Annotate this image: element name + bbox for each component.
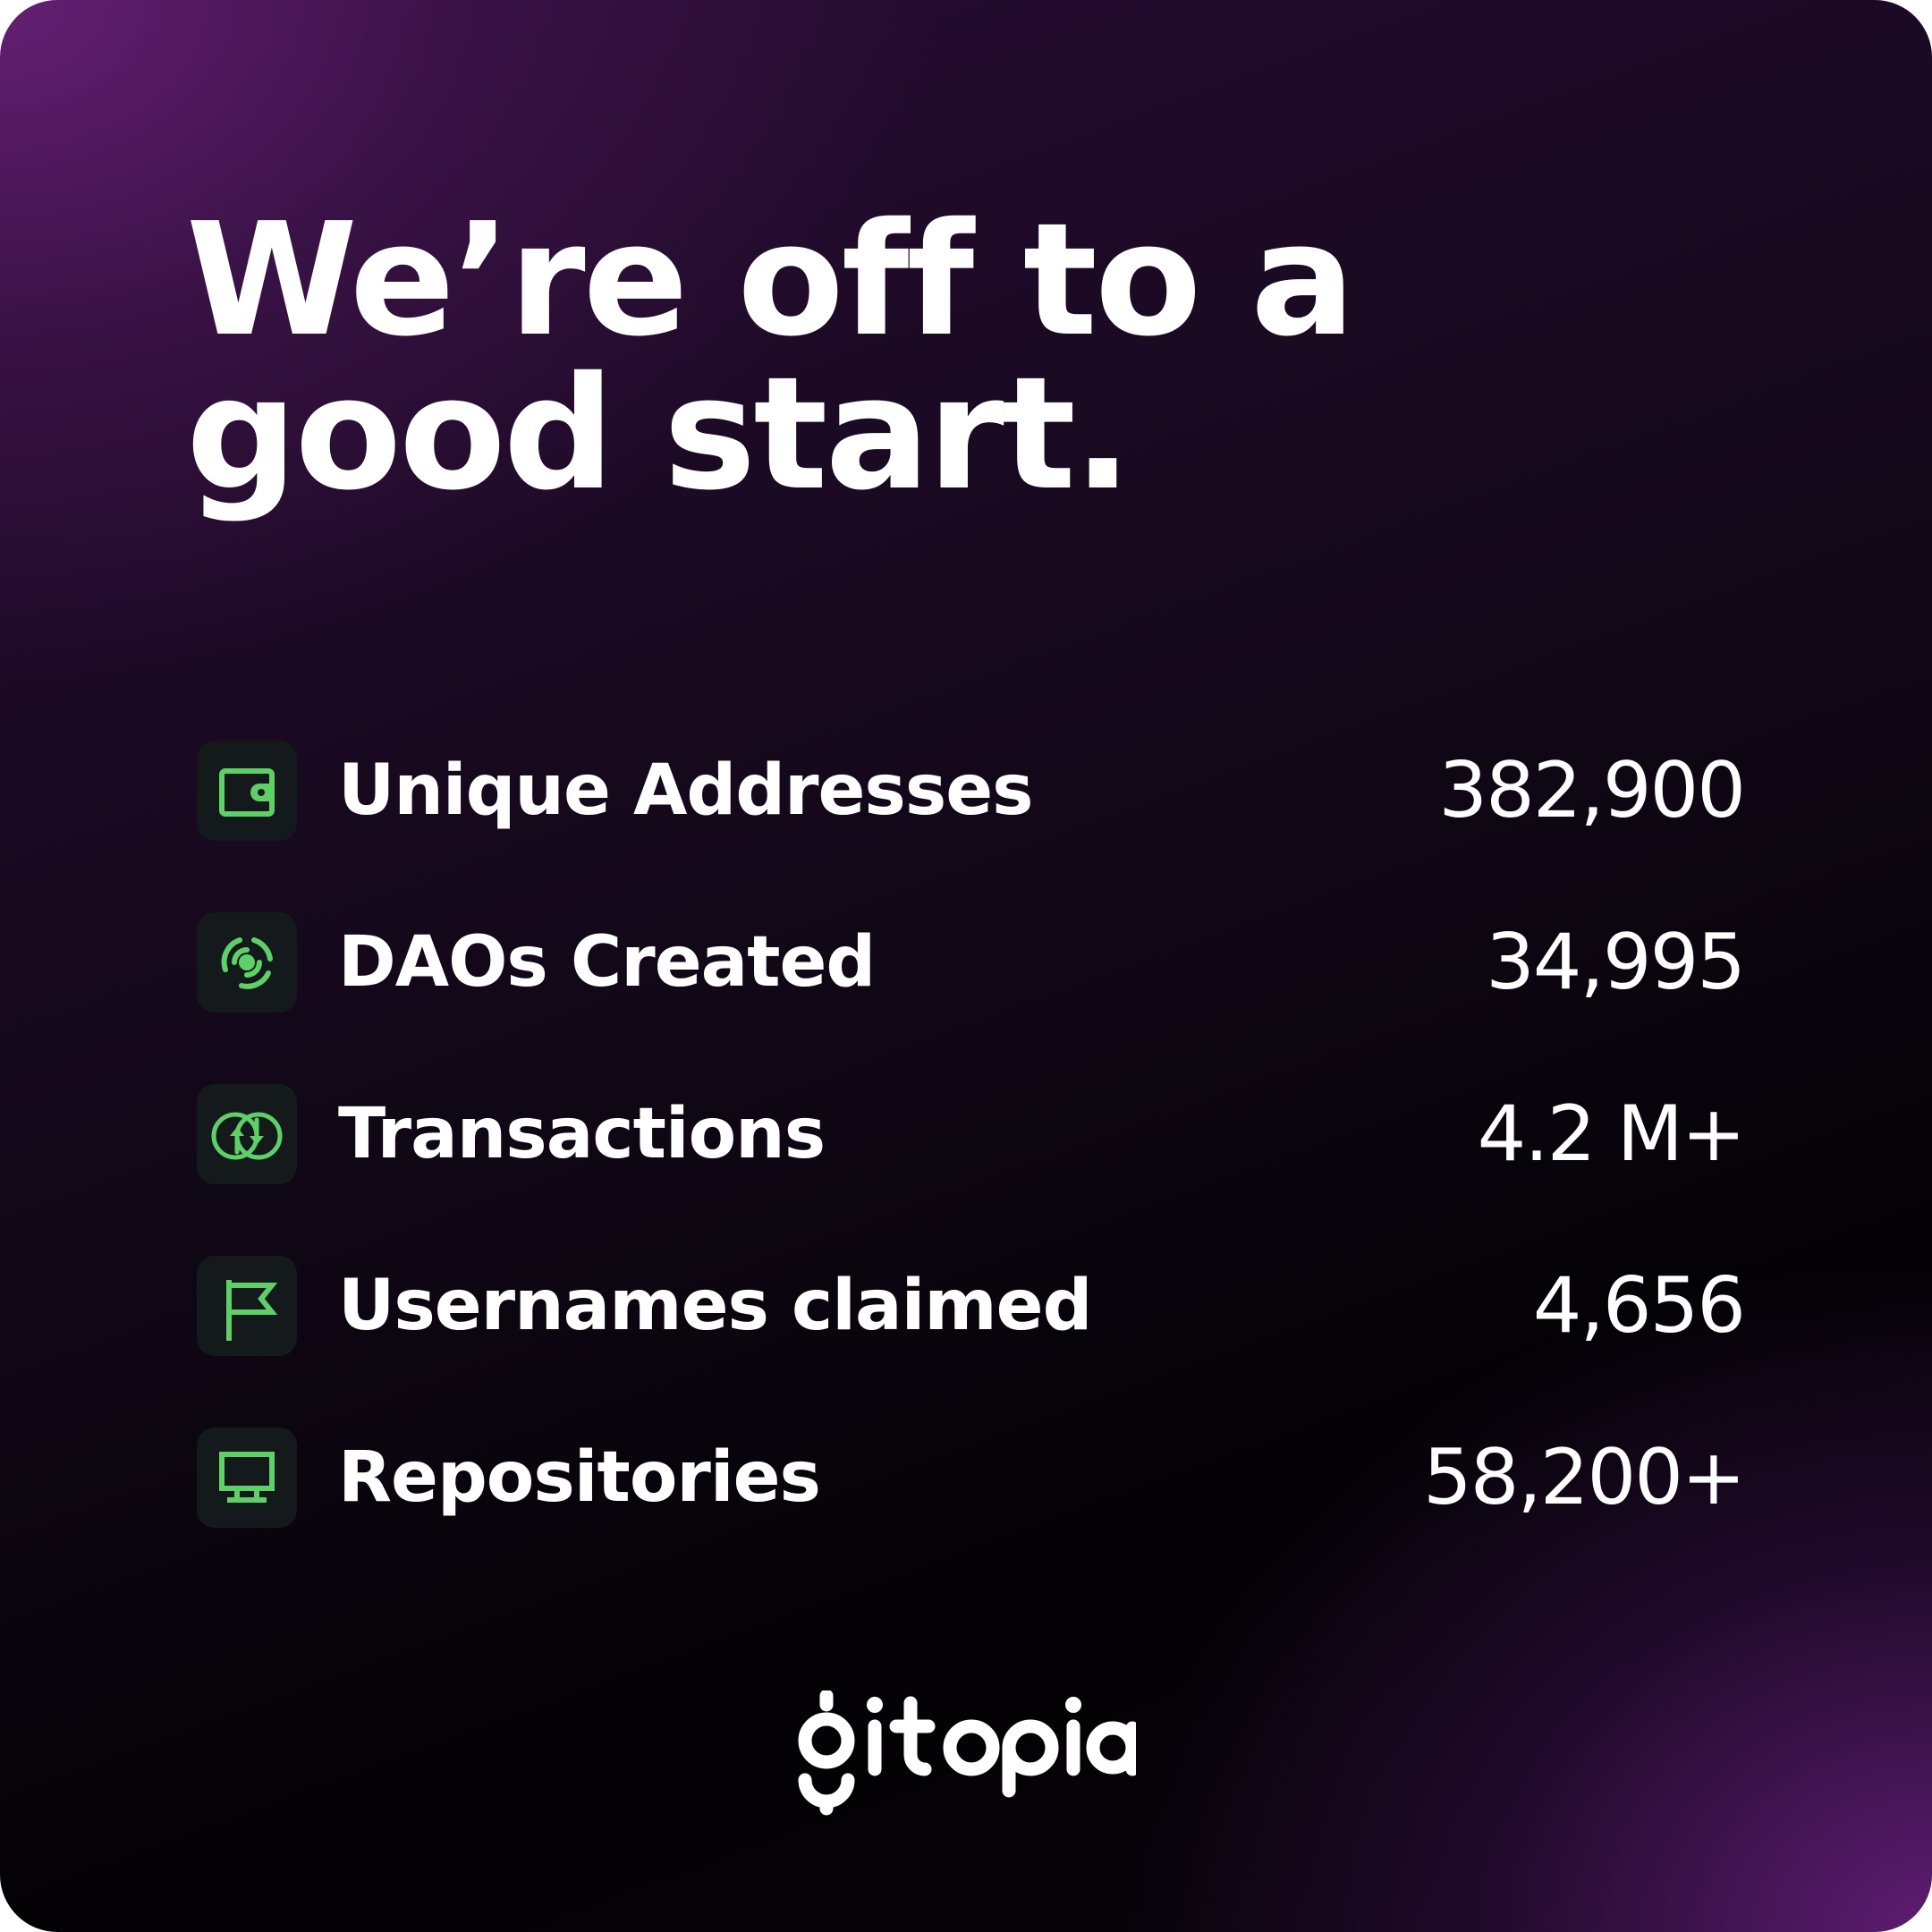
stats-list: Unique Addresses 382,900 DAOs Created 34… — [197, 741, 1746, 1599]
flag-icon — [197, 1256, 297, 1356]
gitopia-logo — [0, 1690, 1932, 1819]
monitor-icon — [197, 1428, 297, 1528]
stat-label: Repositories — [338, 1437, 821, 1518]
headline-line-2: good start. — [186, 343, 1132, 525]
stat-value: 382,900 — [1438, 746, 1746, 835]
stat-row-usernames-claimed: Usernames claimed 4,656 — [197, 1256, 1746, 1356]
stat-label: Transactions — [338, 1094, 826, 1174]
gitopia-wordmark-icon — [798, 1690, 1136, 1816]
radar-icon — [197, 912, 297, 1013]
stat-row-transactions: Transactions 4.2 M+ — [197, 1084, 1746, 1184]
stat-label: DAOs Created — [338, 922, 876, 1003]
wallet-icon — [197, 741, 297, 841]
stat-label: Usernames claimed — [338, 1266, 1092, 1346]
stat-row-unique-addresses: Unique Addresses 382,900 — [197, 741, 1746, 841]
headline: We’re off to a good start. — [186, 190, 1528, 525]
stat-value: 4,656 — [1532, 1261, 1746, 1351]
stat-value: 58,200+ — [1423, 1433, 1746, 1522]
headline-line-1: We’re off to a — [186, 190, 1355, 371]
exchange-icon — [197, 1084, 297, 1184]
stat-row-daos-created: DAOs Created 34,995 — [197, 912, 1746, 1013]
stat-row-repositories: Repositories 58,200+ — [197, 1428, 1746, 1528]
stat-label: Unique Addresses — [338, 750, 1034, 831]
stat-value: 4.2 M+ — [1477, 1089, 1746, 1179]
stat-value: 34,995 — [1486, 918, 1746, 1007]
